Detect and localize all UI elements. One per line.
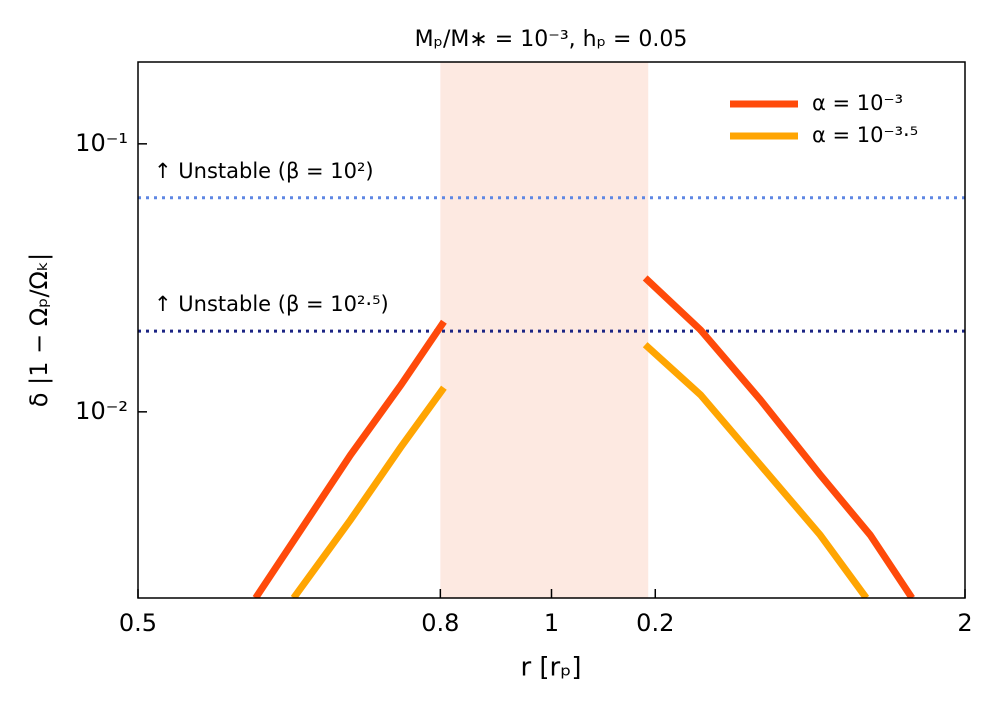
y-axis-label: δ |1 − Ωₚ/Ωₖ| <box>25 253 53 407</box>
x-axis-label: r [rₚ] <box>520 653 581 683</box>
y-tick-label: 10⁻² <box>75 397 128 425</box>
shaded-region <box>440 62 649 598</box>
plot-area <box>138 62 965 598</box>
annotation: ↑ Unstable (β = 10²) <box>154 159 374 183</box>
legend-label: α = 10⁻³ <box>812 91 903 115</box>
legend-label: α = 10⁻³·⁵ <box>812 123 918 147</box>
x-tick-label: 0.2 <box>636 609 674 637</box>
series-line <box>290 342 870 598</box>
x-tick-label: 0.8 <box>421 609 459 637</box>
x-tick-label: 0.5 <box>119 609 157 637</box>
annotation: ↑ Unstable (β = 10²·⁵) <box>154 292 389 316</box>
x-tick-label: 2 <box>957 609 972 637</box>
chart-title: Mₚ/M∗ = 10⁻³, hₚ = 0.05 <box>415 27 688 52</box>
x-tick-label: 1 <box>544 609 559 637</box>
y-tick-label: 10⁻¹ <box>75 129 128 157</box>
series-line <box>252 275 915 598</box>
